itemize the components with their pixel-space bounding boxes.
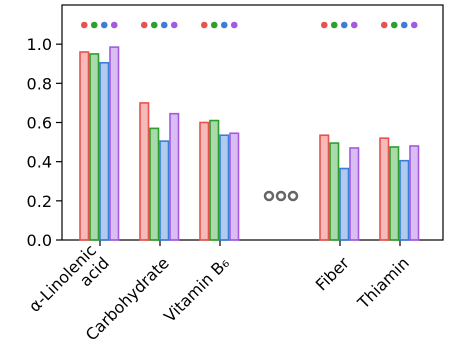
series-dot bbox=[110, 21, 118, 29]
series-dot bbox=[400, 21, 408, 29]
bar bbox=[379, 137, 390, 241]
bar bbox=[409, 145, 420, 241]
bar bbox=[209, 119, 220, 241]
y-tick-label: 0.6 bbox=[27, 114, 52, 133]
series-dot bbox=[330, 21, 338, 29]
y-tick-label: 1.0 bbox=[27, 35, 52, 54]
bar bbox=[109, 46, 120, 241]
series-dot bbox=[140, 21, 148, 29]
series-dot bbox=[170, 21, 178, 29]
series-dot bbox=[380, 21, 388, 29]
series-dot bbox=[90, 21, 98, 29]
series-dot bbox=[350, 21, 358, 29]
y-tick-label: 0.0 bbox=[27, 231, 52, 250]
bar bbox=[139, 102, 150, 241]
bar bbox=[389, 146, 400, 241]
series-dot bbox=[410, 21, 418, 29]
bar bbox=[159, 140, 170, 241]
series-dot bbox=[200, 21, 208, 29]
series-dot bbox=[390, 21, 398, 29]
x-tick-label: Vitamin B₆ bbox=[160, 253, 233, 326]
x-tick-label: Fiber bbox=[312, 253, 353, 294]
series-dot bbox=[230, 21, 238, 29]
bar bbox=[219, 134, 230, 241]
bar bbox=[169, 112, 180, 241]
ellipsis bbox=[263, 190, 299, 202]
bar bbox=[229, 132, 240, 241]
series-dot bbox=[320, 21, 328, 29]
bar bbox=[199, 121, 210, 241]
bar bbox=[399, 159, 410, 241]
bar bbox=[319, 134, 330, 241]
y-tick-label: 0.8 bbox=[27, 74, 52, 93]
series-dot bbox=[340, 21, 348, 29]
y-tick-label: 0.2 bbox=[27, 192, 52, 211]
x-tick-label: Thiamin bbox=[353, 253, 413, 313]
series-dot bbox=[220, 21, 228, 29]
bar bbox=[89, 53, 100, 241]
bar bbox=[79, 51, 90, 241]
bar bbox=[149, 127, 160, 241]
series-dot bbox=[150, 21, 158, 29]
series-dot bbox=[80, 21, 88, 29]
bar bbox=[99, 61, 110, 241]
bar bbox=[329, 142, 340, 241]
bar bbox=[339, 167, 350, 241]
bar bbox=[349, 147, 360, 241]
series-dot bbox=[100, 21, 108, 29]
y-tick-label: 0.4 bbox=[27, 153, 52, 172]
series-dot bbox=[210, 21, 218, 29]
series-dot bbox=[160, 21, 168, 29]
